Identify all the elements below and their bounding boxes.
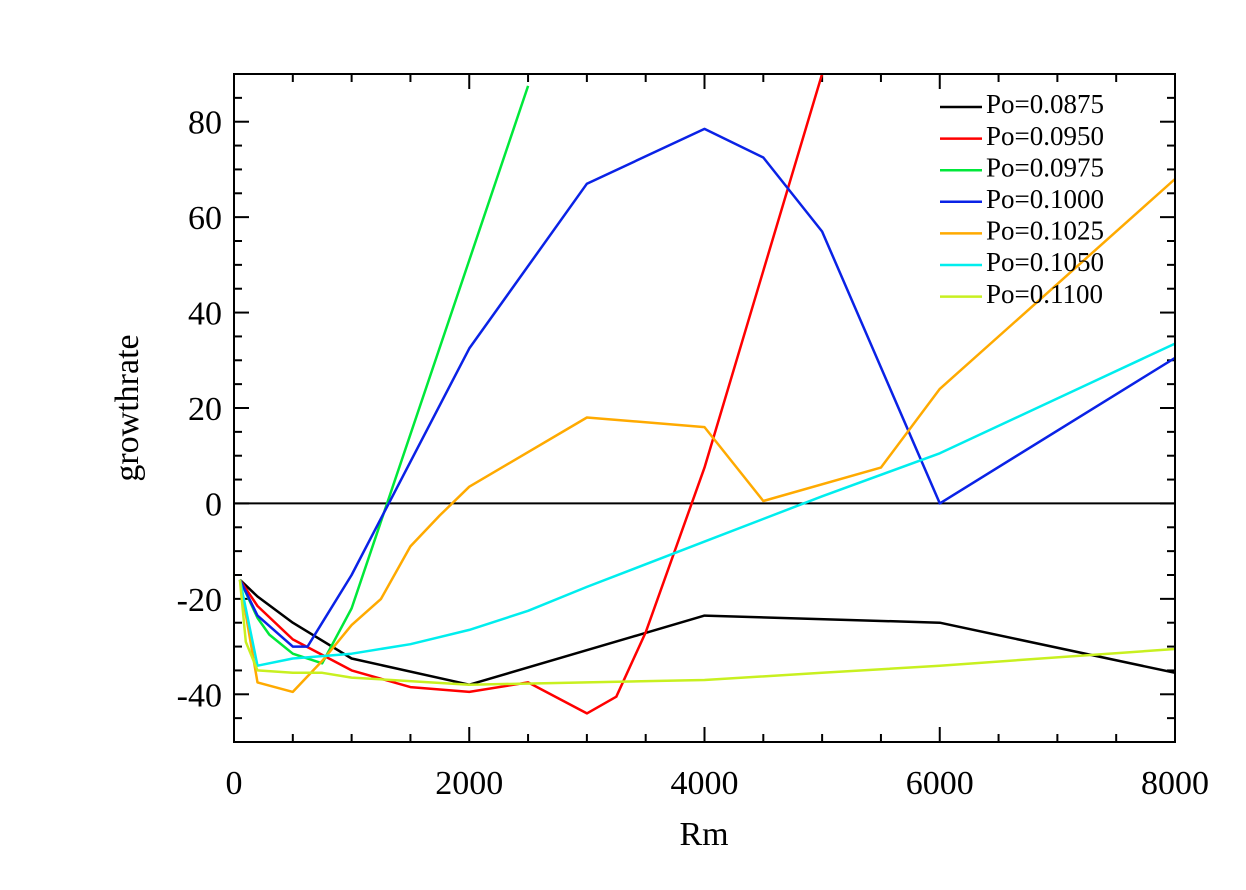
series-line bbox=[239, 578, 1175, 686]
x-axis-title: Rm bbox=[679, 816, 728, 853]
legend-label: Po=0.1050 bbox=[986, 247, 1104, 277]
y-tick-label: 80 bbox=[188, 105, 222, 142]
plot-frame bbox=[233, 73, 1176, 743]
x-tick-label: 2000 bbox=[435, 765, 503, 802]
series-line bbox=[238, 342, 1175, 667]
x-tick-label: 8000 bbox=[1141, 765, 1209, 802]
series-line bbox=[238, 74, 824, 715]
y-tick-label: 40 bbox=[188, 296, 222, 333]
series-line bbox=[238, 127, 1175, 648]
series-line bbox=[238, 178, 1175, 694]
legend-label: Po=0.0975 bbox=[986, 152, 1104, 182]
y-tick-label: 60 bbox=[188, 200, 222, 237]
y-tick-label: 20 bbox=[188, 391, 222, 428]
legend-label: Po=0.0950 bbox=[986, 121, 1104, 151]
legend-label: Po=0.1100 bbox=[986, 279, 1103, 309]
x-tick-label: 4000 bbox=[671, 765, 739, 802]
y-tick-label: -40 bbox=[177, 677, 222, 714]
y-tick-label: 0 bbox=[205, 486, 222, 523]
x-tick-label: 0 bbox=[226, 765, 243, 802]
legend-label: Po=0.1025 bbox=[986, 216, 1104, 246]
series-line bbox=[238, 85, 530, 665]
y-axis-title: growthrate bbox=[109, 334, 146, 481]
x-tick-label: 6000 bbox=[906, 765, 974, 802]
legend-label: Po=0.0875 bbox=[986, 89, 1104, 119]
series-line bbox=[238, 579, 1175, 686]
legend-label: Po=0.1000 bbox=[986, 184, 1104, 214]
y-tick-label: -20 bbox=[177, 582, 222, 619]
